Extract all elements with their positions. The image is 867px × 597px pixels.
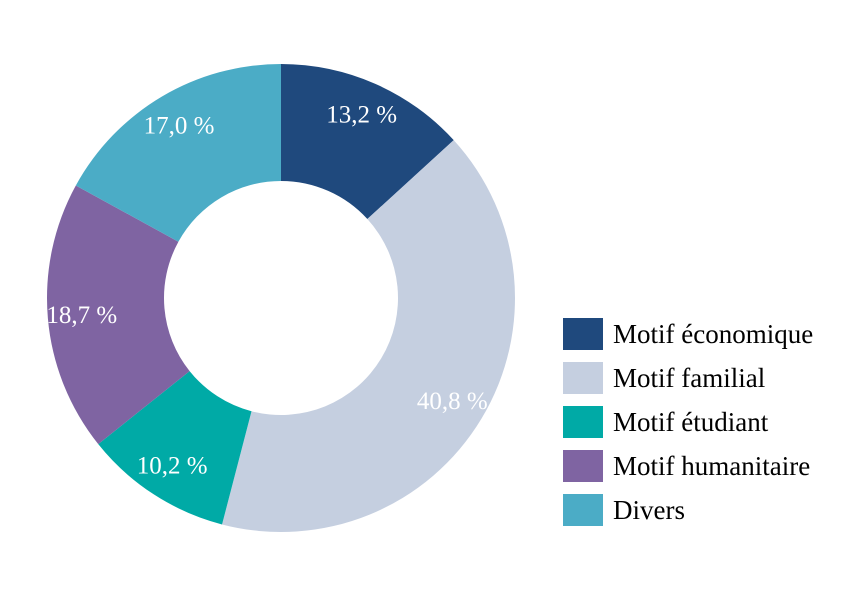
legend-item: Motif familial bbox=[563, 356, 813, 400]
legend-label: Divers bbox=[613, 494, 685, 525]
legend-swatch bbox=[563, 318, 603, 350]
slice-label-2: 10,2 % bbox=[137, 452, 208, 479]
legend-swatch bbox=[563, 494, 603, 526]
legend-label: Motif humanitaire bbox=[613, 450, 811, 481]
slice-labels: 13,2 % 40,8 % 10,2 % 18,7 % 17,0 % bbox=[46, 101, 487, 479]
slice-1 bbox=[222, 140, 516, 533]
slice-label-1: 40,8 % bbox=[417, 388, 488, 415]
slice-0 bbox=[281, 64, 454, 220]
slice-label-0: 13,2 % bbox=[326, 101, 397, 128]
slice-2 bbox=[98, 371, 252, 525]
legend-item: Motif économique bbox=[563, 312, 813, 356]
slice-label-3: 18,7 % bbox=[46, 302, 117, 329]
legend-label: Motif économique bbox=[613, 318, 814, 349]
legend-label: Motif familial bbox=[613, 362, 766, 393]
legend-item: Motif étudiant bbox=[563, 400, 813, 444]
slice-4 bbox=[75, 64, 281, 242]
slice-3 bbox=[47, 185, 190, 445]
legend-swatch bbox=[563, 406, 603, 438]
legend-swatch bbox=[563, 450, 603, 482]
legend-item: Motif humanitaire bbox=[563, 444, 813, 488]
legend-label: Motif étudiant bbox=[613, 406, 769, 437]
slice-label-4: 17,0 % bbox=[144, 112, 215, 139]
legend-item: Divers bbox=[563, 488, 813, 532]
legend: Motif économique Motif familial Motif étud… bbox=[563, 312, 813, 532]
legend-swatch bbox=[563, 362, 603, 394]
slices bbox=[47, 64, 516, 533]
